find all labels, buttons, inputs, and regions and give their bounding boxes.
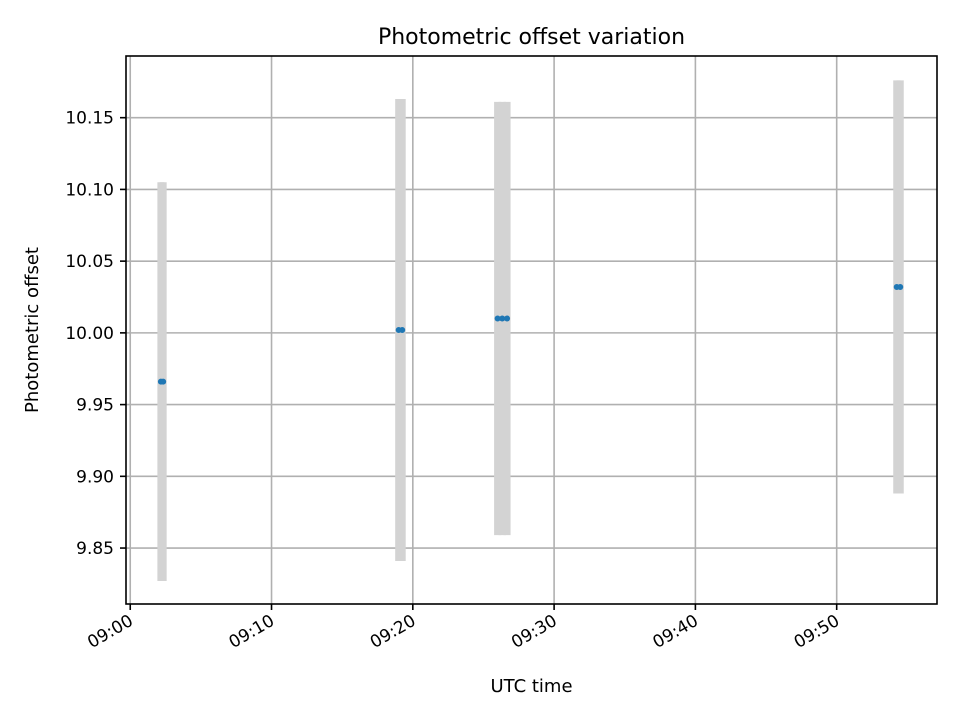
plot-frame [125, 55, 938, 605]
x-tick-label: 09:50 [791, 611, 843, 653]
y-tick-label: 9.85 [76, 539, 114, 559]
point-layer [157, 283, 904, 385]
data-point [494, 315, 501, 322]
y-axis-label: Photometric offset [22, 247, 43, 413]
chart-title: Photometric offset variation [378, 25, 685, 50]
data-point [160, 378, 167, 385]
data-point [499, 315, 506, 322]
y-tick-label: 10.05 [65, 252, 114, 272]
x-tick-label: 09:10 [226, 611, 278, 653]
x-tick-label: 09:20 [367, 611, 419, 653]
y-tick-label: 9.90 [76, 467, 114, 487]
x-tick-label: 09:00 [84, 611, 136, 653]
grid-layer [126, 56, 937, 604]
data-point [504, 315, 511, 322]
y-tick-label: 10.15 [65, 109, 114, 129]
data-point [399, 327, 406, 333]
y-tick-label: 10.00 [65, 324, 114, 344]
data-point [897, 283, 904, 290]
y-tick-label: 10.10 [65, 180, 114, 200]
tick-layer: 09:00 09:10 09:20 09:30 09:40 09:50 9.85 9.90 9.… [65, 109, 843, 653]
x-axis-label: UTC time [490, 676, 572, 697]
y-tick-label: 9.95 [76, 396, 114, 416]
x-tick-label: 09:30 [508, 611, 560, 653]
x-tick-label: 09:40 [649, 611, 701, 653]
